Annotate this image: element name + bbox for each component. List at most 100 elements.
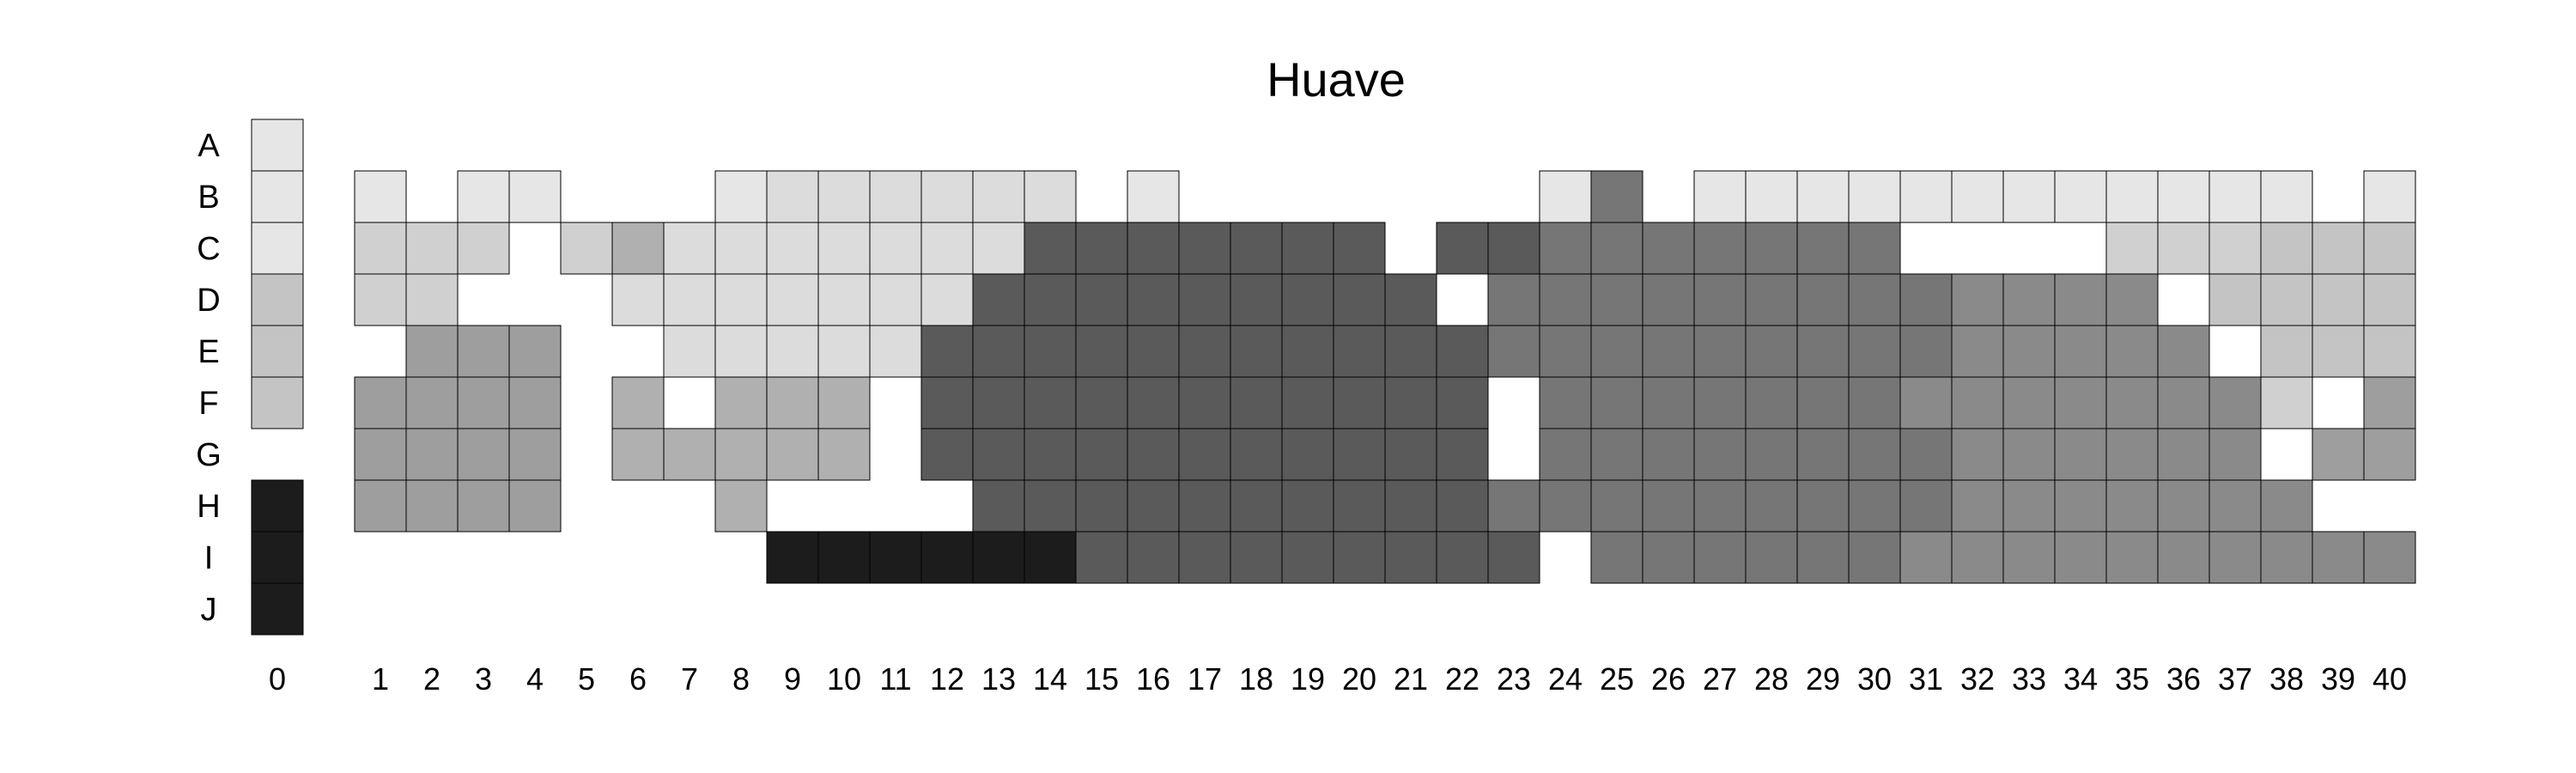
chip-C-1 [354, 222, 407, 275]
chip-C-22 [1436, 222, 1489, 275]
chip-I-20 [1333, 531, 1386, 584]
chip-B-34 [2054, 170, 2107, 223]
chip-E-26 [1642, 325, 1695, 378]
chip-D-21 [1384, 273, 1437, 326]
chip-F-10 [817, 376, 871, 429]
column-label-26: 26 [1651, 661, 1686, 697]
chip-C-20 [1333, 222, 1386, 275]
column-label-17: 17 [1188, 661, 1222, 697]
chip-G-28 [1745, 428, 1798, 481]
chip-H-30 [1848, 479, 1901, 533]
chip-C-35 [2105, 222, 2159, 275]
chip-F-4 [508, 376, 562, 429]
column-label-14: 14 [1033, 661, 1067, 697]
chip-I-9 [766, 531, 819, 584]
chip-B-12 [920, 170, 974, 223]
chip-C-40 [2363, 222, 2416, 275]
row-label-B: B [197, 180, 219, 216]
chip-D-28 [1745, 273, 1798, 326]
column-label-25: 25 [1600, 661, 1634, 697]
column-label-27: 27 [1703, 661, 1737, 697]
chip-B-9 [766, 170, 819, 223]
chip-G-16 [1127, 428, 1180, 481]
chip-F-3 [457, 376, 510, 429]
chip-I-17 [1178, 531, 1231, 584]
chip-C-17 [1178, 222, 1231, 275]
chip-B-25 [1590, 170, 1643, 223]
chip-C-26 [1642, 222, 1695, 275]
chip-D-12 [920, 273, 974, 326]
chip-G-22 [1436, 428, 1489, 481]
chip-F-22 [1436, 376, 1489, 429]
chip-E-12 [920, 325, 974, 378]
chip-H-29 [1796, 479, 1850, 533]
chip-G-26 [1642, 428, 1695, 481]
chip-D-29 [1796, 273, 1850, 326]
chip-E-19 [1281, 325, 1334, 378]
row-label-G: G [196, 437, 222, 473]
chip-E-40 [2363, 325, 2416, 378]
row-label-D: D [197, 283, 220, 319]
chip-G-7 [663, 428, 716, 481]
chip-H-1 [354, 479, 407, 533]
chip-D-32 [1951, 273, 2004, 326]
chip-I-16 [1127, 531, 1180, 584]
column-label-1: 1 [372, 661, 389, 697]
chip-B-36 [2157, 170, 2210, 223]
chip-F-24 [1539, 376, 1592, 429]
chip-E-34 [2054, 325, 2107, 378]
chip-H-2 [405, 479, 459, 533]
column-label-10: 10 [827, 661, 861, 697]
chip-E-2 [405, 325, 459, 378]
chip-C-11 [869, 222, 922, 275]
chip-F-29 [1796, 376, 1850, 429]
chip-I-35 [2105, 531, 2159, 584]
column-label-6: 6 [629, 661, 647, 697]
chip-E-9 [766, 325, 819, 378]
chip-G-20 [1333, 428, 1386, 481]
chip-B-29 [1796, 170, 1850, 223]
chip-D-2 [405, 273, 459, 326]
chip-D-40 [2363, 273, 2416, 326]
chip-G-9 [766, 428, 819, 481]
chip-H-28 [1745, 479, 1798, 533]
chip-C-36 [2157, 222, 2210, 275]
chip-F-27 [1693, 376, 1747, 429]
column-label-23: 23 [1497, 661, 1531, 697]
column-label-40: 40 [2372, 661, 2407, 697]
chip-H-3 [457, 479, 510, 533]
row-label-F: F [198, 386, 218, 422]
chip-F-15 [1075, 376, 1128, 429]
chip-I-23 [1487, 531, 1540, 584]
chip-F-17 [1178, 376, 1231, 429]
chip-B-37 [2208, 170, 2262, 223]
chip-H-4 [508, 479, 562, 533]
chip-D-19 [1281, 273, 1334, 326]
chip-H-16 [1127, 479, 1180, 533]
chip-D-39 [2312, 273, 2365, 326]
chip-D-37 [2208, 273, 2262, 326]
chip-E-4 [508, 325, 562, 378]
chip-I-36 [2157, 531, 2210, 584]
chip-B-4 [508, 170, 562, 223]
chip-E-22 [1436, 325, 1489, 378]
chip-C-8 [714, 222, 768, 275]
chip-I-30 [1848, 531, 1901, 584]
chip-B-33 [2002, 170, 2056, 223]
chip-E-15 [1075, 325, 1128, 378]
chip-E-14 [1024, 325, 1077, 378]
chip-F-31 [1899, 376, 1953, 429]
chip-I-33 [2002, 531, 2056, 584]
chip-C-19 [1281, 222, 1334, 275]
chip-H-8 [714, 479, 768, 533]
chip-D-23 [1487, 273, 1540, 326]
row-label-J: J [201, 592, 217, 628]
chip-F-2 [405, 376, 459, 429]
chip-H-23 [1487, 479, 1540, 533]
column-label-9: 9 [784, 661, 801, 697]
chip-F-9 [766, 376, 819, 429]
column-label-36: 36 [2166, 661, 2201, 697]
chip-G-35 [2105, 428, 2159, 481]
chip-G-15 [1075, 428, 1128, 481]
